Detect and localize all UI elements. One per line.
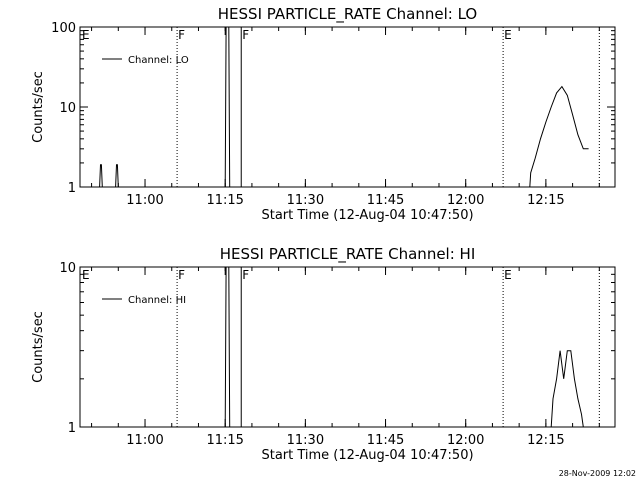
legend-label: Channel: HI [128, 295, 186, 306]
y-tick-label: 1 [68, 181, 76, 196]
y-tick-label: 10 [59, 261, 76, 276]
x-tick-label: 12:15 [527, 193, 564, 208]
plot-frame [79, 266, 616, 428]
x-tick-label: 11:00 [126, 193, 163, 208]
footer-timestamp: 28-Nov-2009 12:02 [558, 469, 636, 478]
x-axis-label: Start Time (12-Aug-04 10:47:50) [261, 448, 473, 463]
y-tick-label: 1 [68, 421, 76, 436]
chart-panel-0: HESSI PARTICLE_RATE Channel: LO 11:00 11:1… [31, 5, 616, 223]
y-tick-label: 10 [59, 101, 76, 116]
y-axis-label: Counts/sec [31, 311, 46, 383]
event-marker-label: F [242, 28, 249, 42]
y-tick-label: 100 [51, 21, 76, 36]
event-marker-label: E [82, 268, 90, 282]
x-tick-label: 12:00 [447, 433, 484, 448]
event-marker-label: F [178, 28, 185, 42]
x-tick-label: 11:15 [206, 193, 243, 208]
chart-title: HESSI PARTICLE_RATE Channel: LO [218, 5, 477, 24]
x-tick-label: 11:45 [367, 193, 404, 208]
x-tick-label: 11:30 [287, 193, 324, 208]
x-tick-label: 11:30 [287, 433, 324, 448]
x-axis-label: Start Time (12-Aug-04 10:47:50) [261, 208, 473, 223]
x-tick-label: 12:15 [527, 433, 564, 448]
chart-panel-1: HESSI PARTICLE_RATE Channel: HI 11:00 11:1… [31, 245, 616, 463]
event-marker-label: E [504, 268, 512, 282]
series-line [99, 26, 589, 188]
legend-label: Channel: LO [128, 55, 189, 66]
event-marker-label: E [504, 28, 512, 42]
event-marker-label: F [242, 268, 249, 282]
series-line [224, 266, 584, 428]
event-marker-label: E [82, 28, 90, 42]
x-tick-label: 11:00 [126, 433, 163, 448]
y-axis-label: Counts/sec [31, 71, 46, 143]
plot-frame [79, 26, 616, 188]
x-tick-label: 11:15 [206, 433, 243, 448]
x-tick-label: 12:00 [447, 193, 484, 208]
event-marker-label: F [178, 268, 185, 282]
chart-title: HESSI PARTICLE_RATE Channel: HI [220, 245, 476, 264]
x-tick-label: 11:45 [367, 433, 404, 448]
